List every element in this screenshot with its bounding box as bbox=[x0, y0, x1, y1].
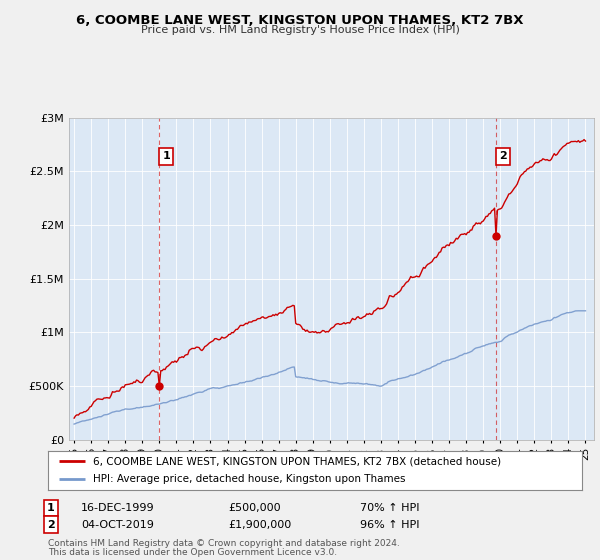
Text: 6, COOMBE LANE WEST, KINGSTON UPON THAMES, KT2 7BX (detached house): 6, COOMBE LANE WEST, KINGSTON UPON THAME… bbox=[94, 456, 502, 466]
Text: HPI: Average price, detached house, Kingston upon Thames: HPI: Average price, detached house, King… bbox=[94, 474, 406, 484]
Text: 04-OCT-2019: 04-OCT-2019 bbox=[81, 520, 154, 530]
Text: Price paid vs. HM Land Registry's House Price Index (HPI): Price paid vs. HM Land Registry's House … bbox=[140, 25, 460, 35]
Text: 70% ↑ HPI: 70% ↑ HPI bbox=[360, 503, 419, 513]
Text: 96% ↑ HPI: 96% ↑ HPI bbox=[360, 520, 419, 530]
Text: 1: 1 bbox=[47, 503, 55, 513]
Text: £1,900,000: £1,900,000 bbox=[228, 520, 291, 530]
Text: Contains HM Land Registry data © Crown copyright and database right 2024.: Contains HM Land Registry data © Crown c… bbox=[48, 539, 400, 548]
Text: This data is licensed under the Open Government Licence v3.0.: This data is licensed under the Open Gov… bbox=[48, 548, 337, 557]
Text: 6, COOMBE LANE WEST, KINGSTON UPON THAMES, KT2 7BX: 6, COOMBE LANE WEST, KINGSTON UPON THAME… bbox=[76, 14, 524, 27]
Text: 2: 2 bbox=[499, 151, 506, 161]
Text: 16-DEC-1999: 16-DEC-1999 bbox=[81, 503, 155, 513]
Text: 1: 1 bbox=[162, 151, 170, 161]
Text: £500,000: £500,000 bbox=[228, 503, 281, 513]
Text: 2: 2 bbox=[47, 520, 55, 530]
